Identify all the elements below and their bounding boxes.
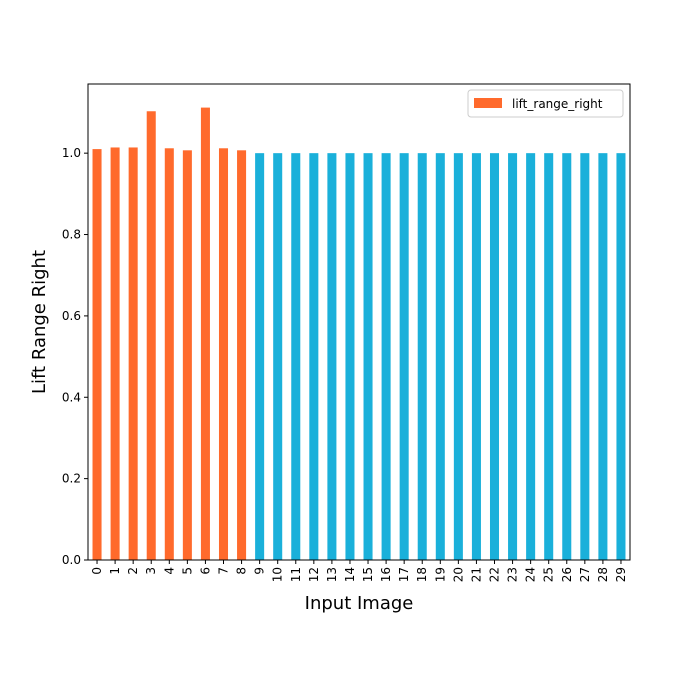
bar-26 bbox=[562, 153, 572, 560]
bar-20 bbox=[453, 153, 463, 560]
bar-12 bbox=[309, 153, 319, 560]
x-tick-label: 6 bbox=[198, 567, 212, 575]
y-tick-label: 0.8 bbox=[62, 228, 81, 242]
bar-19 bbox=[435, 153, 445, 560]
bar-14 bbox=[345, 153, 355, 560]
x-tick-label: 15 bbox=[361, 567, 375, 582]
x-tick-label: 13 bbox=[325, 567, 339, 582]
x-tick-label: 22 bbox=[488, 567, 502, 582]
x-tick-label: 14 bbox=[343, 567, 357, 582]
x-tick-label: 9 bbox=[253, 567, 267, 575]
y-tick-label: 0.6 bbox=[62, 309, 81, 323]
bar-6 bbox=[200, 107, 210, 560]
x-tick-label: 0 bbox=[90, 567, 104, 575]
x-tick-label: 16 bbox=[379, 567, 393, 582]
x-tick-label: 10 bbox=[271, 567, 285, 582]
bar-13 bbox=[327, 153, 337, 560]
x-tick-label: 11 bbox=[289, 567, 303, 582]
x-axis-ticks: 0 1 2 3 4 5 6 7 8 9 10 11 12 13 14 15 16 17 18 19 20 21 22 23 24… bbox=[90, 560, 628, 582]
bar-29 bbox=[616, 153, 626, 560]
x-tick-label: 21 bbox=[469, 567, 483, 582]
bar-16 bbox=[381, 153, 391, 560]
x-tick-label: 19 bbox=[433, 567, 447, 582]
bar-4 bbox=[164, 148, 174, 560]
x-tick-label: 23 bbox=[506, 567, 520, 582]
bar-22 bbox=[489, 153, 500, 560]
x-tick-label: 17 bbox=[397, 567, 411, 582]
bar-9 bbox=[255, 153, 265, 560]
bar-5 bbox=[182, 150, 192, 561]
x-tick-label: 24 bbox=[524, 567, 538, 582]
x-tick-label: 27 bbox=[578, 567, 592, 582]
x-tick-label: 1 bbox=[108, 567, 122, 575]
bar-0 bbox=[92, 149, 102, 561]
y-tick-label: 1.0 bbox=[62, 146, 81, 160]
bar-17 bbox=[399, 153, 409, 560]
bar-2 bbox=[128, 147, 138, 560]
x-tick-label: 2 bbox=[126, 567, 140, 575]
x-tick-label: 29 bbox=[614, 567, 628, 582]
x-tick-label: 5 bbox=[180, 567, 194, 575]
y-axis-title: Lift Range Right bbox=[29, 250, 50, 394]
legend-label: lift_range_right bbox=[512, 97, 603, 111]
x-tick-label: 7 bbox=[217, 567, 231, 575]
bar-23 bbox=[508, 153, 518, 560]
y-axis-ticks: 0.0 0.2 0.4 0.6 0.8 1.0 bbox=[62, 146, 88, 567]
x-tick-label: 18 bbox=[415, 567, 429, 582]
legend-box bbox=[467, 89, 624, 118]
x-tick-label: 12 bbox=[307, 567, 321, 582]
x-tick-label: 20 bbox=[451, 567, 465, 582]
bar-8 bbox=[237, 150, 247, 561]
x-tick-label: 26 bbox=[560, 567, 574, 582]
plot-frame bbox=[87, 83, 631, 561]
bar-3 bbox=[146, 111, 156, 560]
x-tick-label: 3 bbox=[144, 567, 158, 575]
y-tick-label: 0.4 bbox=[62, 390, 81, 404]
x-tick-label: 25 bbox=[542, 567, 556, 582]
bar-21 bbox=[471, 153, 481, 560]
x-tick-label: 4 bbox=[162, 567, 176, 575]
bar-15 bbox=[363, 153, 373, 560]
bar-18 bbox=[417, 153, 427, 560]
bar-24 bbox=[526, 153, 536, 560]
legend: lift_range_right bbox=[467, 89, 624, 118]
y-tick-label: 0.0 bbox=[62, 553, 81, 567]
y-tick-label: 0.2 bbox=[62, 472, 81, 486]
bar-7 bbox=[218, 148, 229, 560]
x-tick-label: 28 bbox=[596, 567, 610, 582]
bar-11 bbox=[291, 153, 301, 560]
bar-1 bbox=[110, 147, 120, 560]
bars-group bbox=[92, 107, 626, 561]
bar-25 bbox=[544, 153, 554, 560]
legend-swatch bbox=[474, 98, 502, 108]
bar-28 bbox=[598, 153, 608, 560]
bar-27 bbox=[580, 153, 590, 560]
x-axis-title: Input Image bbox=[305, 593, 414, 614]
x-tick-label: 8 bbox=[235, 567, 249, 575]
bar-10 bbox=[273, 153, 283, 560]
